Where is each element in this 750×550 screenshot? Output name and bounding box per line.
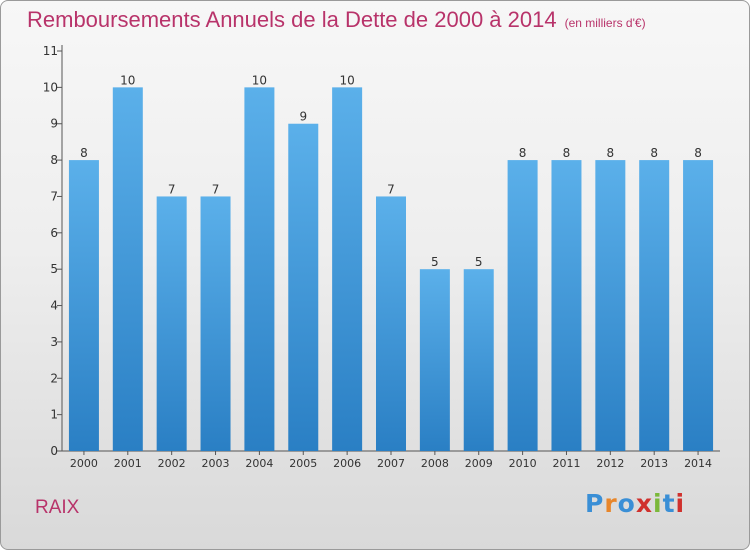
x-tick-label: 2012 <box>596 457 624 470</box>
x-tick-label: 2010 <box>509 457 537 470</box>
y-tick-label: 0 <box>50 444 58 458</box>
bar-value-label: 8 <box>607 146 615 160</box>
bar <box>244 87 275 451</box>
bar <box>551 160 582 451</box>
chart-title-text: Remboursements Annuels de la Dette de 20… <box>27 7 557 32</box>
bar-value-label: 9 <box>299 110 307 124</box>
commune-name: RAIX <box>35 497 80 518</box>
y-tick-label: 10 <box>43 80 58 94</box>
bar <box>112 87 143 451</box>
bar <box>463 269 494 451</box>
logo-letter: P <box>585 489 605 518</box>
logo-letter: i <box>675 489 686 518</box>
bar <box>507 160 538 451</box>
x-tick-label: 2000 <box>70 457 98 470</box>
bar-value-label: 7 <box>168 182 176 196</box>
y-tick-label: 8 <box>50 153 58 167</box>
bar <box>68 160 99 451</box>
bar <box>288 123 319 452</box>
logo-letter: r <box>604 489 618 518</box>
chart-title: Remboursements Annuels de la Dette de 20… <box>27 7 646 33</box>
bar-value-label: 8 <box>519 146 527 160</box>
x-tick-label: 2013 <box>640 457 668 470</box>
bar-value-label: 10 <box>252 73 267 87</box>
x-tick-label: 2009 <box>465 457 493 470</box>
x-tick-label: 2003 <box>202 457 230 470</box>
chart-unit: (en milliers d'€) <box>564 16 646 30</box>
bar <box>376 196 406 451</box>
y-tick-label: 2 <box>50 371 58 385</box>
logo-letter: i <box>653 489 663 518</box>
x-tick-label: 2014 <box>684 457 712 470</box>
y-tick-label: 7 <box>50 189 58 203</box>
y-tick-label: 4 <box>50 299 58 313</box>
x-tick-label: 2002 <box>158 457 186 470</box>
bars: 8 10 7 7 10 9 10 7 5 5 8 8 8 8 8 <box>68 73 714 452</box>
bar <box>683 160 714 451</box>
bar-value-label: 8 <box>80 146 88 160</box>
bar-value-label: 10 <box>339 73 354 87</box>
y-tick-label: 9 <box>50 117 58 131</box>
bar <box>419 269 450 451</box>
proxiti-logo[interactable]: Proxiti <box>585 489 685 518</box>
x-tick-label: 2004 <box>245 457 273 470</box>
y-tick-label: 11 <box>43 44 58 58</box>
logo-letter: t <box>662 489 676 518</box>
bar-value-label: 8 <box>694 146 702 160</box>
bar <box>200 196 231 451</box>
bar-value-label: 10 <box>120 73 135 87</box>
bar-value-label: 5 <box>475 255 483 269</box>
bar <box>639 160 670 451</box>
x-tick-label: 2007 <box>377 457 405 470</box>
bar <box>156 196 187 451</box>
x-tick-label: 2001 <box>114 457 142 470</box>
bar <box>595 160 626 451</box>
y-tick-label: 1 <box>50 408 58 422</box>
bar-value-label: 5 <box>431 255 439 269</box>
logo-letter: o <box>617 489 636 518</box>
bar-value-label: 7 <box>387 182 395 196</box>
bar-value-label: 8 <box>563 146 571 160</box>
y-tick-label: 3 <box>50 335 58 349</box>
logo-letter: x <box>635 489 653 518</box>
x-tick-label: 2011 <box>552 457 580 470</box>
x-tick-label: 2005 <box>289 457 317 470</box>
bar-value-label: 7 <box>212 182 220 196</box>
bar-value-label: 8 <box>650 146 658 160</box>
y-tick-label: 6 <box>50 226 58 240</box>
x-tick-label: 2006 <box>333 457 361 470</box>
bar <box>332 87 363 451</box>
x-tick-label: 2008 <box>421 457 449 470</box>
y-tick-label: 5 <box>50 262 58 276</box>
